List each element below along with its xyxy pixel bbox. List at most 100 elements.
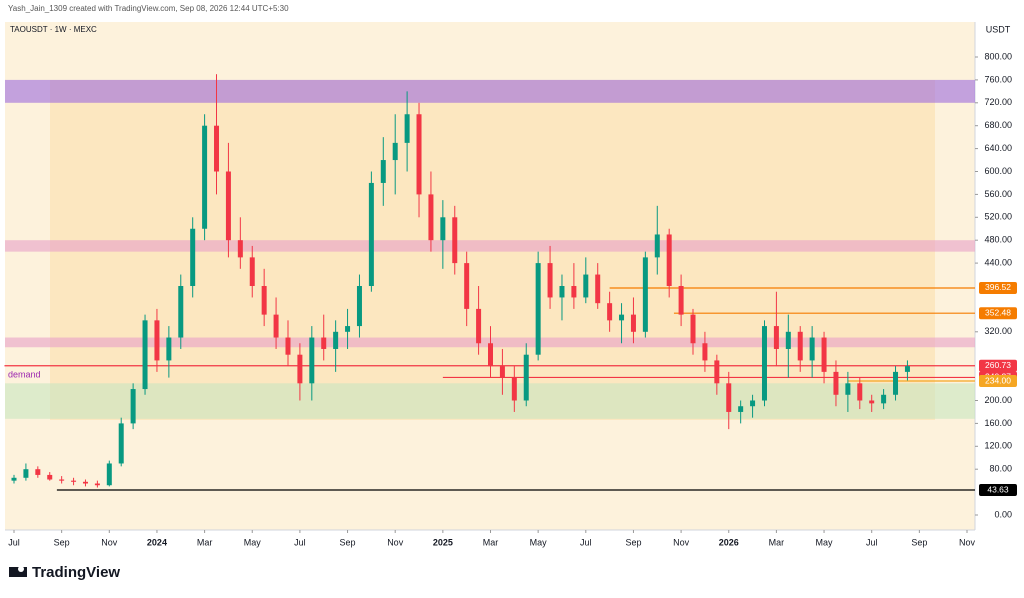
candle-body [285,337,291,355]
candle-body [857,383,863,401]
candle-body [142,320,148,390]
candle-body [559,286,565,298]
x-tick-label: May [244,537,262,547]
candle-body [82,481,88,484]
candle-body [35,469,41,475]
candle-body [690,314,696,344]
level-tag [979,484,1017,497]
candle-body [59,479,65,481]
candle-body [785,331,791,349]
level-tag [979,359,1017,372]
candle-body [154,320,160,361]
level-tag [979,281,1017,294]
candle-body [845,383,851,395]
level-label: 260.73 [985,360,1011,370]
logo [9,566,27,577]
y-tick-label: 680.00 [984,120,1012,130]
candle-body [821,337,827,372]
candle-body [345,326,351,332]
x-tick-label: Jul [8,537,20,547]
candle-body [452,217,458,264]
candle-body [881,394,887,404]
candle-body [237,240,243,258]
candle-body [333,331,339,349]
candle-body [750,400,756,407]
y-tick-label: 520.00 [984,212,1012,222]
candle-body [368,182,374,286]
level-tag [979,307,1017,320]
candle-body [702,343,708,361]
y-tick-label: 80.00 [989,464,1012,474]
candle-body [380,160,386,183]
candle-body [249,257,255,286]
candle-body [773,326,779,349]
candle-body [630,314,636,332]
zone [5,240,975,252]
x-tick-label: May [530,537,548,547]
y-unit: USDT [986,24,1011,34]
level-label: 352.48 [985,307,1011,317]
candle-body [202,125,208,229]
candle-body [166,337,172,361]
candle-body [809,337,815,361]
candle-body [833,371,839,395]
candle-body [499,366,505,378]
candle-body [273,314,279,338]
x-tick-label: Sep [54,537,70,547]
candle-body [392,142,398,161]
x-tick-label: 2026 [719,537,739,547]
level-label: 43.63 [987,484,1009,494]
candle-body [47,474,53,480]
y-tick-label: 480.00 [984,235,1012,245]
candle-body [654,234,660,258]
candle-body [23,469,29,478]
x-tick-label: Jul [294,537,306,547]
brand: TradingView [32,564,120,581]
candle-body [607,303,613,321]
level-label: 396.52 [985,282,1011,292]
candle-body [666,234,672,286]
x-tick-label: Mar [769,537,785,547]
candle-body [511,377,517,401]
candle-body [225,171,231,241]
candle-body [297,354,303,384]
x-tick-label: Nov [673,537,690,547]
x-tick-label: Nov [959,537,976,547]
candle-body [642,257,648,332]
y-tick-label: 200.00 [984,395,1012,405]
candle-body [214,125,220,172]
candle-body [547,263,553,298]
candle-body [761,326,767,401]
candle-body [71,480,77,482]
candle-body [595,274,601,304]
zone [5,383,975,419]
x-tick-label: 2025 [433,537,453,547]
zone-label: demand [8,370,41,380]
candle-body [488,343,493,367]
x-tick-label: Jul [580,537,592,547]
x-tick-label: May [816,537,834,547]
candle-body [106,463,112,486]
candle-body [464,263,470,309]
candle-body [893,371,899,395]
candle-body [678,286,684,315]
candle-body [797,331,803,361]
x-tick-label: Jul [866,537,878,547]
candle-body [356,286,362,327]
candle-body [869,400,875,404]
candle-body [571,286,577,298]
candle-body [130,389,136,424]
x-tick-label: 2024 [147,537,167,547]
candle-body [583,274,589,298]
candle-body [11,477,17,481]
y-tick-label: 560.00 [984,189,1012,199]
candle-body [309,337,315,384]
y-tick-label: 440.00 [984,257,1012,267]
y-tick-label: 120.00 [984,441,1012,451]
candle-body [416,114,422,195]
candle-body [726,383,732,412]
y-tick-label: 720.00 [984,97,1012,107]
y-tick-label: 320.00 [984,326,1012,336]
